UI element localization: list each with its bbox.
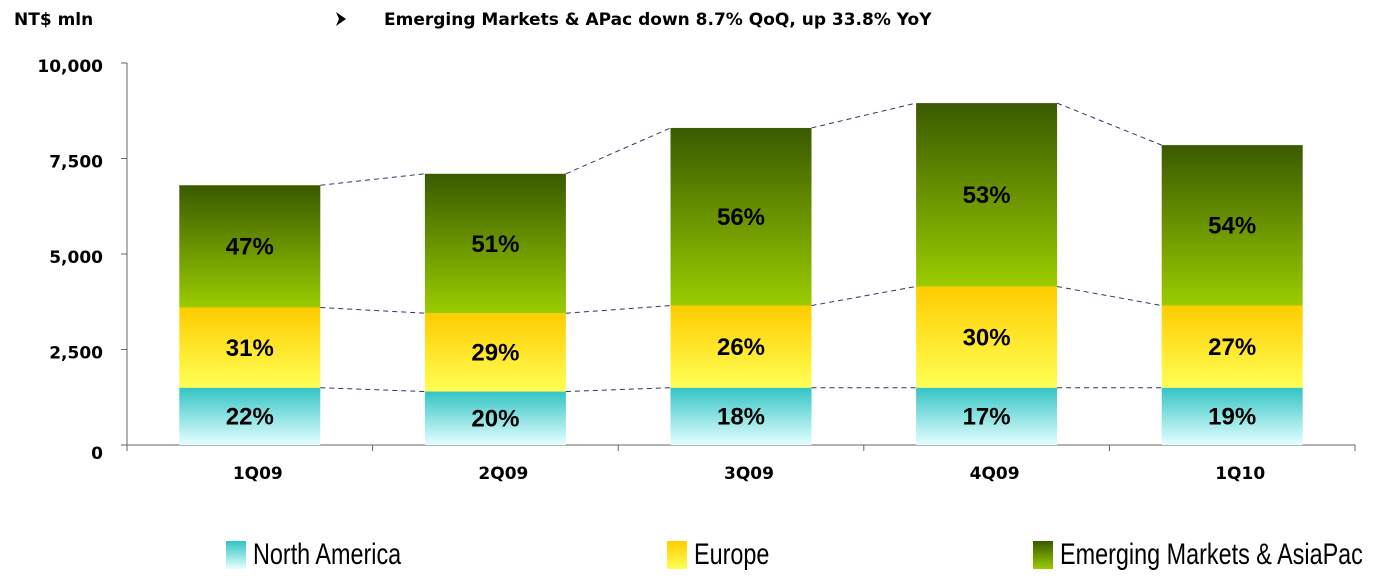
bar-segment [424, 391, 566, 445]
bar-segment [179, 185, 321, 308]
bar-segment [179, 307, 321, 388]
bar-segment [424, 313, 566, 392]
bar-label: 47% [226, 234, 274, 261]
bar-label: 26% [717, 334, 765, 361]
connector [1056, 102, 1162, 146]
bar-segment [916, 286, 1058, 388]
bar-segment [916, 103, 1058, 287]
y-tick-label: 0 [91, 444, 103, 464]
bar-segment [1161, 387, 1303, 445]
bar-segment [670, 127, 812, 306]
y-tick-label: 10,000 [37, 57, 103, 77]
bar-label: 18% [717, 404, 765, 431]
y-tick-label: 7,500 [49, 153, 103, 173]
legend-label: Europe [694, 537, 769, 570]
legend-swatch [226, 541, 246, 569]
bar-segment [1161, 305, 1303, 388]
bar-segment [424, 173, 566, 314]
connector [565, 387, 671, 393]
bar-label: 20% [471, 406, 519, 433]
connector [565, 127, 671, 175]
x-tick-label: 1Q09 [233, 464, 283, 484]
bar-segment [916, 387, 1058, 445]
legend-label: Emerging Markets & AsiaPac [1060, 537, 1363, 570]
x-tick-label: 1Q10 [1215, 464, 1265, 484]
legend-label: North America [253, 537, 401, 570]
x-tick-label: 3Q09 [724, 464, 774, 484]
title-bullet [336, 12, 346, 26]
bar-label: 31% [226, 335, 274, 362]
connector [320, 173, 425, 186]
bar-label: 54% [1208, 213, 1256, 240]
bar-segment [179, 387, 321, 445]
x-tick-label: 4Q09 [970, 464, 1020, 484]
bar-label: 17% [963, 404, 1011, 431]
legend-swatch [667, 541, 687, 569]
bar-label: 22% [226, 404, 274, 431]
x-tick-label: 2Q09 [478, 464, 528, 484]
bar-segment [1161, 145, 1303, 306]
bar-label: 19% [1208, 404, 1256, 431]
chart-title: Emerging Markets & APac down 8.7% QoQ, u… [384, 10, 932, 30]
connector [1057, 285, 1162, 307]
bar-segment [670, 305, 812, 388]
connector [320, 387, 425, 393]
legend-swatch [1033, 541, 1053, 569]
bar-label: 29% [471, 340, 519, 367]
bar-label: 27% [1208, 334, 1256, 361]
y-tick-label: 5,000 [49, 248, 103, 268]
bar-label: 53% [963, 182, 1011, 209]
bar-label: 51% [471, 231, 519, 258]
connector [565, 305, 671, 314]
y-tick-label: 2,500 [49, 344, 103, 364]
bar-label: 56% [717, 204, 765, 231]
bar-segment [670, 387, 812, 445]
connector [320, 306, 425, 314]
y-axis-label: NT$ mln [14, 10, 93, 30]
connector [811, 285, 917, 307]
bar-label: 30% [963, 324, 1011, 351]
connector [811, 102, 917, 129]
